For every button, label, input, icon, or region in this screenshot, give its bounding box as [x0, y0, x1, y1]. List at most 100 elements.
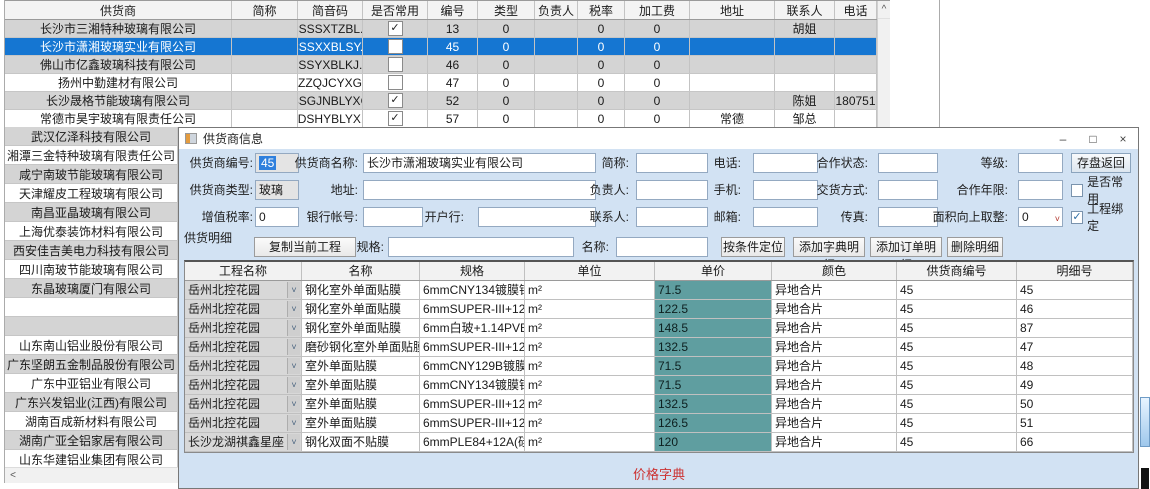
project-bind-checkbox[interactable]: ✓ 工程绑定 — [1071, 202, 1131, 233]
bank-account-input[interactable] — [363, 207, 423, 227]
table-cell[interactable]: 钢化室外单面贴膜 — [302, 281, 420, 299]
coop-years-input[interactable] — [1018, 180, 1063, 200]
table-cell[interactable]: 47 — [1017, 338, 1133, 356]
grade-input[interactable] — [1018, 153, 1063, 173]
list-item[interactable]: 山东南山铝业股份有限公司 — [5, 336, 178, 355]
project-combo-cell[interactable]: 岳州北控花园 ˅ — [185, 319, 302, 337]
table-cell[interactable]: 126.5 — [655, 414, 772, 432]
table-cell[interactable]: 钢化室外单面贴膜 — [302, 300, 420, 318]
table-cell[interactable]: 室外单面贴膜 — [302, 395, 420, 413]
column-header[interactable]: 电话 — [835, 1, 877, 19]
column-header[interactable]: 是否常用 — [363, 1, 428, 19]
minimize-icon[interactable]: – — [1059, 131, 1067, 146]
name-filter-input[interactable] — [616, 237, 708, 257]
chevron-down-icon[interactable]: ˅ — [287, 415, 300, 431]
list-item[interactable]: 咸宁南玻节能玻璃有限公司 — [5, 165, 178, 184]
list-item[interactable] — [5, 317, 178, 336]
table-row[interactable]: 岳州北控花园˅钢化室外单面贴膜6mm白玻+1.14PVB+6mm...m²148… — [185, 319, 1133, 338]
horizontal-scrollbar[interactable]: < — [5, 467, 178, 483]
mobile-input[interactable] — [753, 180, 818, 200]
table-cell[interactable]: 71.5 — [655, 281, 772, 299]
contact-input[interactable] — [636, 207, 708, 227]
delete-detail-button[interactable]: 删除明细 — [947, 237, 1003, 257]
table-cell[interactable]: 87 — [1017, 319, 1133, 337]
coop-status-input[interactable] — [878, 153, 938, 173]
table-cell[interactable]: 45 — [897, 338, 1017, 356]
maximize-icon[interactable]: □ — [1089, 131, 1097, 146]
dialog-titlebar[interactable]: 供货商信息 – □ × — [179, 128, 1138, 149]
table-cell[interactable]: 异地合片 — [772, 281, 897, 299]
table-cell[interactable]: 50 — [1017, 395, 1133, 413]
column-header[interactable]: 税率 — [578, 1, 625, 19]
column-header[interactable]: 加工费 — [625, 1, 690, 19]
table-row[interactable]: 岳州北控花园˅室外单面贴膜6mmCNY129B镀膜钢化m²71.5异地合片454… — [185, 357, 1133, 376]
table-cell[interactable]: 钢化双面不贴膜 — [302, 433, 420, 451]
table-row[interactable]: 岳州北控花园˅室外单面贴膜6mmSUPER-III+12A(硅...m²132.… — [185, 395, 1133, 414]
list-item[interactable]: 东晶玻璃厦门有限公司 — [5, 279, 178, 298]
chevron-down-icon[interactable]: ˅ — [287, 282, 300, 298]
column-header[interactable]: 编号 — [428, 1, 478, 19]
spec-filter-input[interactable] — [388, 237, 574, 257]
column-header[interactable]: 联系人 — [775, 1, 835, 19]
checkbox-unchecked-icon[interactable] — [387, 57, 403, 72]
table-cell[interactable]: 6mmPLE84+12A(硅酮胶... — [420, 433, 525, 451]
table-cell[interactable]: 45 — [897, 395, 1017, 413]
add-dict-detail-button[interactable]: 添加字典明细 — [793, 237, 865, 272]
table-cell[interactable]: 45 — [897, 376, 1017, 394]
checkbox-checked-icon[interactable]: ✓ — [387, 21, 403, 36]
project-combo-cell[interactable]: 岳州北控花园 ˅ — [185, 414, 302, 432]
column-header[interactable]: 类型 — [478, 1, 535, 19]
table-row[interactable]: 岳州北控花园˅磨砂钢化室外单面贴膜6mmSUPER-III+12A(硅...m²… — [185, 338, 1133, 357]
close-icon[interactable]: × — [1119, 131, 1127, 146]
abbr-input[interactable] — [636, 153, 708, 173]
table-cell[interactable]: m² — [525, 414, 655, 432]
table-cell[interactable]: 51 — [1017, 414, 1133, 432]
list-item[interactable]: 天津耀皮工程玻璃有限公司 — [5, 184, 178, 203]
list-item[interactable]: 四川南玻节能玻璃有限公司 — [5, 260, 178, 279]
bank-input[interactable] — [478, 207, 596, 227]
project-combo-cell[interactable]: 岳州北控花园 ˅ — [185, 357, 302, 375]
table-cell[interactable]: 120 — [655, 433, 772, 451]
list-item[interactable]: 广东中亚铝业有限公司 — [5, 374, 178, 393]
table-cell[interactable]: 48 — [1017, 357, 1133, 375]
list-item[interactable]: 西安佳吉美电力科技有限公司 — [5, 241, 178, 260]
table-cell[interactable]: 6mm白玻+1.14PVB+6mm... — [420, 319, 525, 337]
table-cell[interactable]: 122.5 — [655, 300, 772, 318]
email-input[interactable] — [753, 207, 818, 227]
list-item[interactable]: 南昌亚晶玻璃有限公司 — [5, 203, 178, 222]
fax-input[interactable] — [878, 207, 938, 227]
table-cell[interactable]: 室外单面贴膜 — [302, 357, 420, 375]
vertical-scrollbar[interactable]: ^ — [877, 1, 890, 128]
table-cell[interactable]: 45 — [897, 357, 1017, 375]
vat-input[interactable]: 0 — [255, 207, 299, 227]
table-row[interactable]: 长沙龙湖祺鑫星座˅钢化双面不贴膜6mmPLE84+12A(硅酮胶...m²120… — [185, 433, 1133, 452]
table-cell[interactable]: m² — [525, 376, 655, 394]
table-cell[interactable]: 49 — [1017, 376, 1133, 394]
project-combo-cell[interactable]: 岳州北控花园 ˅ — [185, 281, 302, 299]
leader-input[interactable] — [636, 180, 708, 200]
table-cell[interactable]: 磨砂钢化室外单面贴膜 — [302, 338, 420, 356]
table-cell[interactable]: 异地合片 — [772, 433, 897, 451]
phone-input[interactable] — [753, 153, 818, 173]
table-cell[interactable]: 异地合片 — [772, 357, 897, 375]
table-cell[interactable]: 6mmSUPER-III+12A(硅... — [420, 338, 525, 356]
chevron-down-icon[interactable]: ˅ — [287, 301, 300, 317]
table-cell[interactable]: 66 — [1017, 433, 1133, 451]
project-combo-cell[interactable]: 岳州北控花园 ˅ — [185, 376, 302, 394]
table-cell[interactable]: 71.5 — [655, 357, 772, 375]
add-order-detail-button[interactable]: 添加订单明细 — [870, 237, 942, 272]
table-cell[interactable]: 6mmSUPER-III+12A(硅... — [420, 300, 525, 318]
table-cell[interactable]: m² — [525, 395, 655, 413]
table-cell[interactable]: 异地合片 — [772, 376, 897, 394]
list-item[interactable]: 上海优泰装饰材料有限公司 — [5, 222, 178, 241]
chevron-down-icon[interactable]: ˅ — [287, 320, 300, 336]
checkbox-checked-icon[interactable]: ✓ — [387, 111, 403, 126]
table-cell[interactable]: 6mmSUPER-III+12A(硅... — [420, 395, 525, 413]
chevron-down-icon[interactable]: ˅ — [287, 358, 300, 374]
column-header[interactable]: 简音码 — [298, 1, 363, 19]
scroll-up-button[interactable]: ^ — [878, 1, 890, 19]
address-input[interactable] — [363, 180, 596, 200]
